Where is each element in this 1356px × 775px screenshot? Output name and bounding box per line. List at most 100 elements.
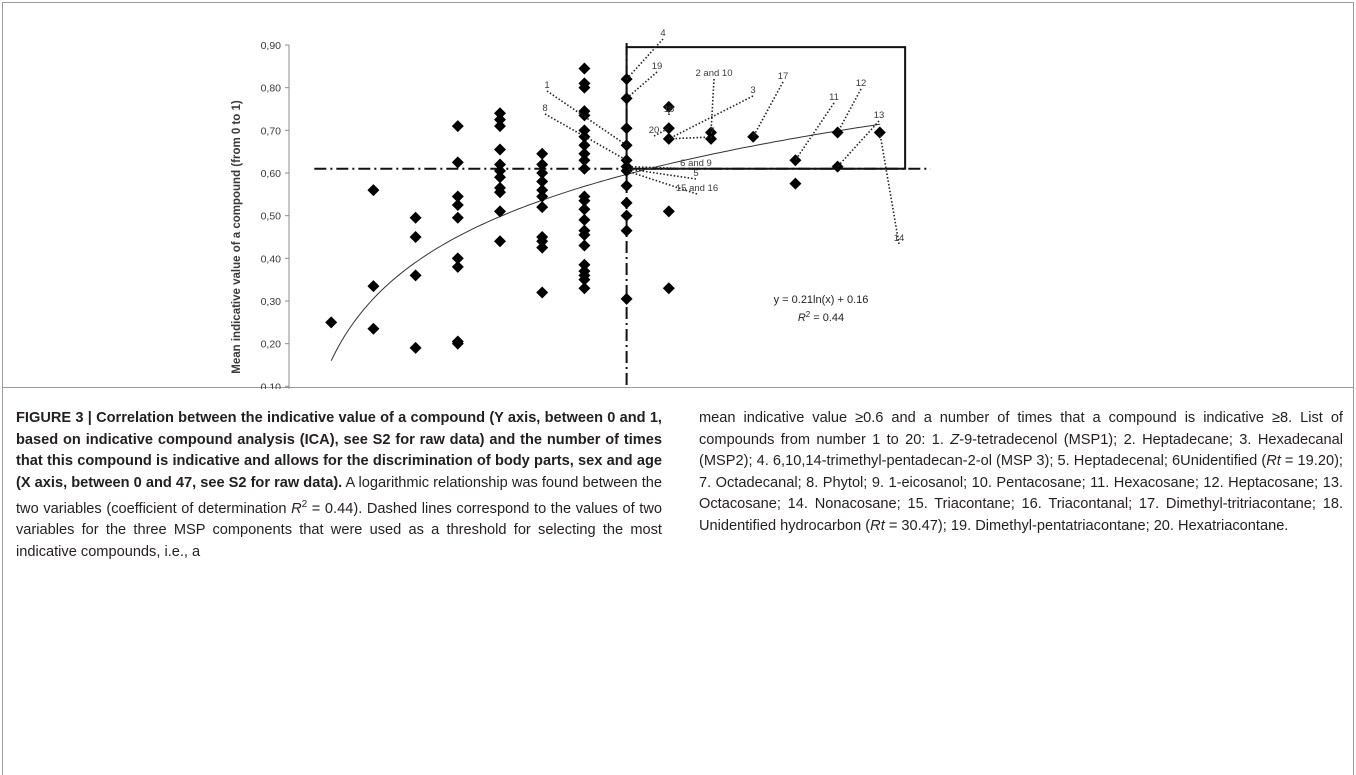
annotation-label: 5 (693, 168, 698, 179)
data-point (789, 177, 802, 190)
annotation-label: 18 (664, 104, 675, 115)
data-point (494, 235, 506, 248)
data-point (367, 280, 380, 293)
caption-text-e: = 19.20); 7. Octadecanal; 8. Phytol; 9. … (699, 453, 1343, 534)
data-point (536, 286, 549, 299)
data-point (367, 184, 380, 197)
data-point (620, 122, 633, 135)
data-point (789, 154, 802, 167)
caption-rt1: Rt (1266, 453, 1281, 469)
annotation-label: 2 and 10 (696, 68, 733, 79)
data-point (536, 235, 549, 248)
data-point (578, 194, 591, 207)
y-tick-label: 0,70 (261, 125, 282, 137)
annotation-label: 15 and 16 (676, 183, 718, 194)
data-point (578, 62, 591, 75)
annotation-label: 13 (874, 110, 885, 121)
data-point (536, 190, 549, 203)
annotation-label: 12 (856, 78, 867, 89)
y-tick-label: 0,60 (261, 168, 282, 180)
annotation-label: 6 and 9 (680, 158, 712, 169)
caption-r2: R (291, 500, 302, 517)
caption-title: FIGURE 3 | Correlation between the indic… (16, 410, 662, 491)
data-point (578, 273, 591, 286)
data-point (536, 158, 549, 171)
data-point (409, 341, 422, 354)
data-point (620, 209, 633, 222)
data-points (325, 62, 886, 354)
annotation-label: 3 (750, 85, 755, 96)
annotation-leader (626, 71, 658, 99)
data-point (494, 143, 506, 156)
y-tick-label: 0,90 (261, 40, 282, 52)
data-point (451, 211, 464, 224)
annotation-label: 11 (829, 92, 839, 103)
data-point (620, 179, 633, 192)
annotation-leader (653, 127, 670, 137)
caption-text-d: -9-tetradecenol (MSP1); 2. Heptadecane; … (699, 431, 1344, 470)
y-tick-label: 0,40 (261, 253, 282, 265)
y-tick-label: 0,50 (261, 211, 282, 223)
annotation-leader (836, 88, 862, 133)
annotation-leader (794, 102, 835, 161)
data-point (578, 147, 591, 160)
caption-text-b: = 0.44). Dashed lines correspond to the … (16, 500, 662, 560)
trendline (330, 123, 880, 361)
data-point (578, 162, 591, 175)
data-point (451, 260, 464, 273)
data-point (367, 322, 380, 335)
chart-axes: 0,000,100,200,300,400,500,600,700,800,90… (261, 40, 290, 389)
data-point (536, 201, 549, 214)
data-point (409, 269, 422, 282)
data-point (409, 231, 422, 243)
y-tick-label: 0,80 (261, 83, 282, 95)
data-point (662, 205, 675, 218)
annotation-leader (544, 113, 627, 161)
data-point (620, 224, 633, 237)
data-point (536, 167, 549, 179)
caption-z: Z (950, 431, 960, 448)
data-point (494, 158, 506, 171)
y-tick-label: 0,10 (261, 381, 282, 389)
data-point (451, 156, 464, 169)
selection-box (625, 46, 907, 170)
data-point (578, 130, 591, 143)
data-point (536, 184, 549, 197)
y-tick-label: 0,20 (261, 339, 282, 351)
data-point (325, 316, 338, 329)
caption-text-f: = 30.47); 19. Dimethyl-pentatriacontane;… (884, 517, 1289, 534)
data-point (494, 205, 506, 218)
data-point (451, 337, 464, 350)
data-point (409, 211, 422, 224)
data-point (578, 239, 591, 252)
log-trendline (330, 123, 880, 361)
annotation-label: 19 (652, 61, 663, 72)
data-point (494, 171, 506, 184)
caption-right-column: mean indicative value ≥0.6 and a number … (699, 408, 1343, 537)
data-point (494, 113, 506, 126)
annotation-leader (626, 167, 697, 180)
data-point (662, 282, 675, 295)
annotation-label: 14 (894, 233, 905, 244)
data-point (578, 282, 591, 295)
data-point (494, 107, 506, 120)
data-point (578, 228, 591, 241)
annotation-leader (668, 136, 713, 140)
data-point (536, 241, 549, 254)
data-point (578, 154, 591, 167)
data-point (536, 147, 549, 160)
data-point (578, 258, 591, 271)
y-tick-label: 0,30 (261, 296, 282, 308)
figure-panel: 0,000,100,200,300,400,500,600,700,800,90… (2, 2, 1354, 389)
data-point (494, 120, 506, 133)
data-point (451, 120, 464, 133)
axis-labels: Number of time that a compound is indica… (231, 100, 868, 374)
data-point (578, 139, 591, 152)
caption-text-a: A logarithmic relationship was found bet… (16, 474, 662, 517)
data-point (578, 81, 591, 94)
r-squared-label: R2 = 0.44 (798, 310, 844, 324)
data-point (747, 130, 760, 143)
annotation-label: 8 (542, 103, 547, 114)
figure-caption: FIGURE 3 | Correlation between the indic… (2, 388, 1354, 775)
